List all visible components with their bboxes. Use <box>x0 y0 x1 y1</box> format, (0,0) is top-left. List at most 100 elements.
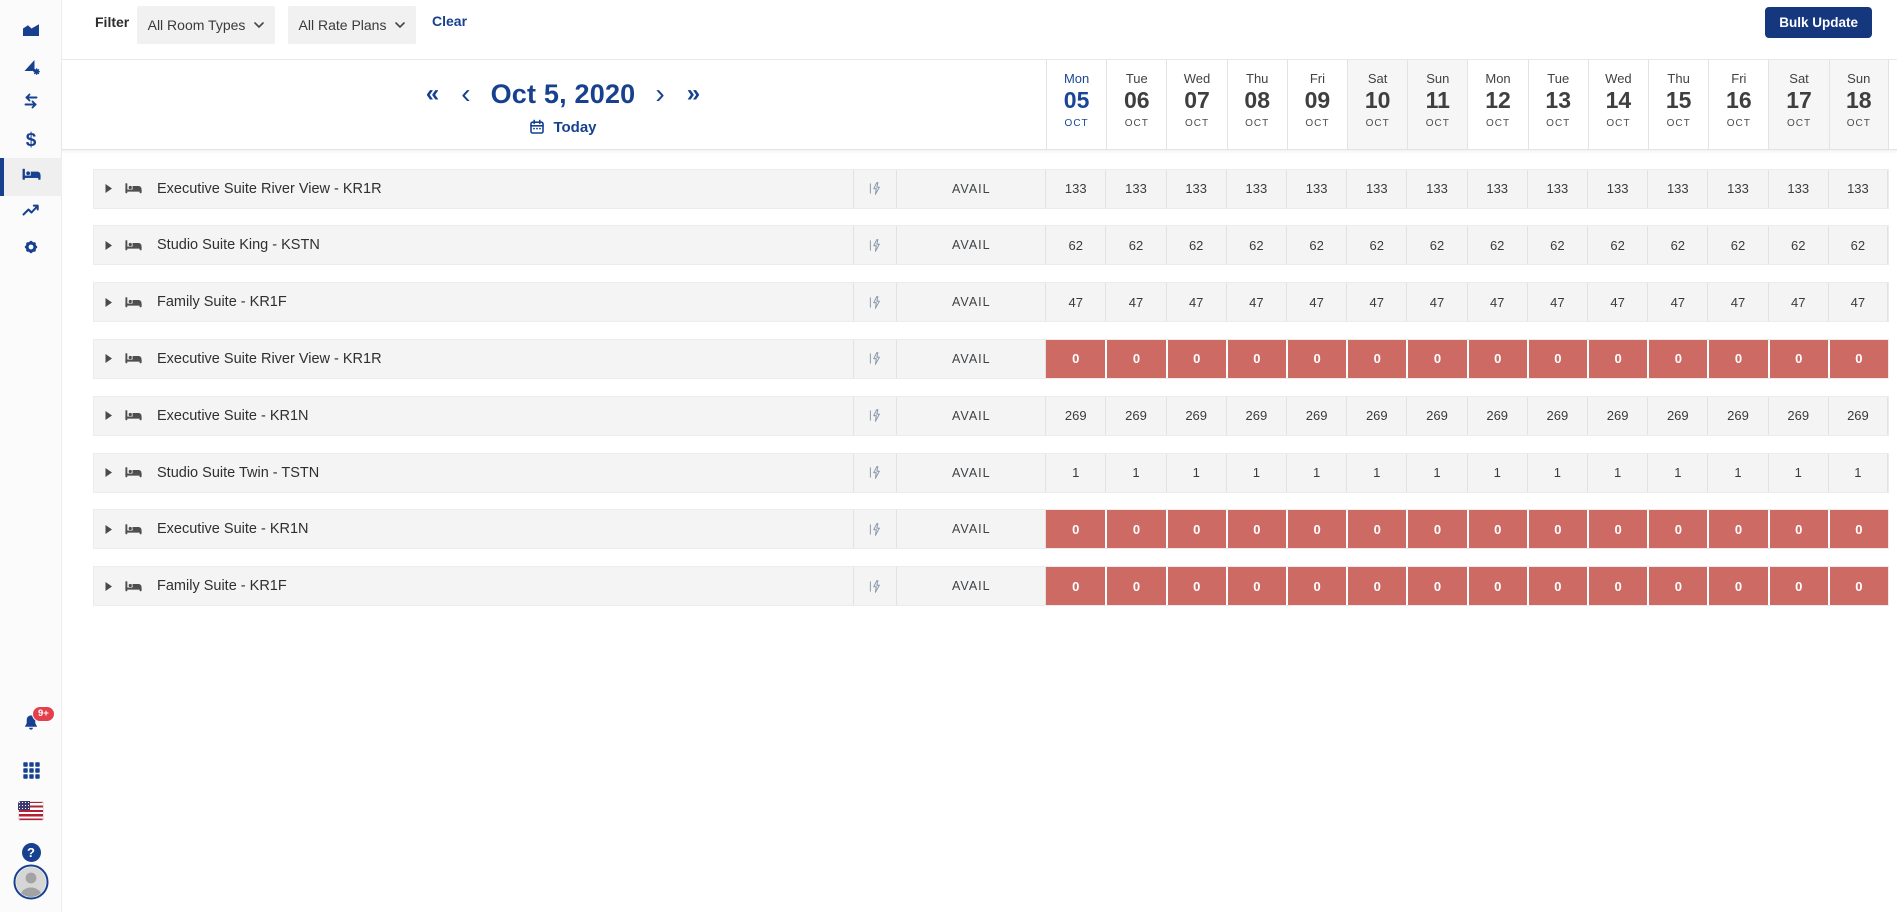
availability-cell[interactable]: 1 <box>1707 453 1767 492</box>
availability-cell[interactable]: 269 <box>1165 396 1226 435</box>
day-column[interactable]: Sun 11 OCT <box>1407 60 1468 149</box>
availability-cell[interactable]: 269 <box>1647 396 1707 435</box>
availability-cell[interactable]: 0 <box>1045 567 1106 606</box>
day-column[interactable]: Mon 12 OCT <box>1467 60 1527 149</box>
availability-cell[interactable]: 0 <box>1466 510 1527 549</box>
availability-cell[interactable]: 269 <box>1225 396 1286 435</box>
availability-cell[interactable]: 1 <box>1225 453 1286 492</box>
room-name-cell[interactable]: Executive Suite - KR1N <box>94 510 853 548</box>
availability-cell[interactable]: 0 <box>1647 567 1708 606</box>
availability-cell[interactable]: 0 <box>1285 339 1347 378</box>
availability-cell[interactable]: 47 <box>1406 283 1466 322</box>
day-column[interactable]: Fri 09 OCT <box>1286 60 1347 149</box>
availability-cell[interactable]: 47 <box>1526 283 1587 322</box>
flash-action-cell[interactable] <box>852 396 897 435</box>
availability-cell[interactable]: 1 <box>1526 453 1587 492</box>
sidebar-item-language[interactable] <box>0 792 62 830</box>
flash-action-cell[interactable] <box>852 226 897 265</box>
sidebar-item-notifications[interactable]: 9+ <box>0 705 62 743</box>
availability-cell[interactable]: 62 <box>1346 226 1406 265</box>
availability-cell[interactable]: 0 <box>1526 339 1587 378</box>
availability-cell[interactable]: 269 <box>1707 396 1767 435</box>
availability-cell[interactable]: 0 <box>1526 567 1587 606</box>
availability-cell[interactable]: 1 <box>1285 453 1346 492</box>
availability-cell[interactable]: 47 <box>1285 283 1346 322</box>
expand-caret-icon[interactable] <box>104 410 113 421</box>
day-column[interactable]: Wed 14 OCT <box>1587 60 1648 149</box>
sidebar-item-rate-tools[interactable] <box>0 50 62 88</box>
availability-cell[interactable]: 47 <box>1707 283 1767 322</box>
availability-cell[interactable]: 0 <box>1767 510 1828 549</box>
availability-cell[interactable]: 0 <box>1346 567 1407 606</box>
availability-cell[interactable]: 0 <box>1587 567 1648 606</box>
availability-cell[interactable]: 0 <box>1827 510 1889 549</box>
availability-cell[interactable]: 133 <box>1707 169 1767 208</box>
availability-cell[interactable]: 133 <box>1045 169 1105 208</box>
availability-cell[interactable]: 0 <box>1466 567 1527 606</box>
availability-cell[interactable]: 133 <box>1647 169 1707 208</box>
availability-cell[interactable]: 62 <box>1406 226 1466 265</box>
room-name-cell[interactable]: Studio Suite King - KSTN <box>94 226 853 264</box>
expand-caret-icon[interactable] <box>104 183 113 194</box>
availability-cell[interactable]: 47 <box>1105 283 1165 322</box>
availability-cell[interactable]: 0 <box>1526 510 1587 549</box>
availability-cell[interactable]: 133 <box>1165 169 1226 208</box>
flash-action-cell[interactable] <box>852 169 897 208</box>
availability-cell[interactable]: 47 <box>1165 283 1226 322</box>
availability-cell[interactable]: 62 <box>1827 226 1889 265</box>
availability-cell[interactable]: 0 <box>1165 339 1226 378</box>
availability-cell[interactable]: 0 <box>1225 339 1286 378</box>
sidebar-item-transfers[interactable] <box>0 84 62 122</box>
sidebar-item-profile[interactable] <box>0 864 62 904</box>
availability-cell[interactable]: 269 <box>1767 396 1828 435</box>
availability-cell[interactable]: 133 <box>1466 169 1527 208</box>
availability-cell[interactable]: 133 <box>1587 169 1647 208</box>
expand-caret-icon[interactable] <box>104 297 113 308</box>
sidebar-item-apps[interactable] <box>0 754 62 792</box>
availability-cell[interactable]: 0 <box>1707 567 1768 606</box>
room-types-dropdown[interactable]: All Room Types <box>137 6 275 44</box>
availability-cell[interactable]: 62 <box>1526 226 1587 265</box>
availability-cell[interactable]: 47 <box>1346 283 1406 322</box>
availability-cell[interactable]: 269 <box>1285 396 1346 435</box>
day-column[interactable]: Tue 06 OCT <box>1106 60 1166 149</box>
rate-plans-dropdown[interactable]: All Rate Plans <box>288 6 416 44</box>
availability-cell[interactable]: 0 <box>1587 339 1648 378</box>
day-column[interactable]: Tue 13 OCT <box>1527 60 1588 149</box>
availability-cell[interactable]: 0 <box>1647 339 1708 378</box>
availability-cell[interactable]: 1 <box>1165 453 1226 492</box>
prev-day-button[interactable]: ‹ <box>461 78 471 109</box>
availability-cell[interactable]: 133 <box>1406 169 1466 208</box>
bulk-update-button[interactable]: Bulk Update <box>1765 7 1872 38</box>
availability-cell[interactable]: 62 <box>1767 226 1828 265</box>
availability-cell[interactable]: 62 <box>1647 226 1707 265</box>
flash-action-cell[interactable] <box>852 339 897 378</box>
availability-cell[interactable]: 0 <box>1647 510 1708 549</box>
day-column[interactable]: Fri 16 OCT <box>1708 60 1768 149</box>
sidebar-item-analytics[interactable] <box>0 193 62 231</box>
availability-cell[interactable]: 269 <box>1346 396 1406 435</box>
expand-caret-icon[interactable] <box>104 240 113 251</box>
availability-cell[interactable]: 133 <box>1526 169 1587 208</box>
availability-cell[interactable]: 1 <box>1045 453 1105 492</box>
availability-cell[interactable]: 1 <box>1346 453 1406 492</box>
availability-cell[interactable]: 269 <box>1466 396 1527 435</box>
availability-cell[interactable]: 47 <box>1466 283 1527 322</box>
room-name-cell[interactable]: Studio Suite Twin - TSTN <box>94 454 853 492</box>
availability-cell[interactable]: 0 <box>1707 339 1768 378</box>
availability-cell[interactable]: 1 <box>1466 453 1527 492</box>
expand-caret-icon[interactable] <box>104 581 113 592</box>
next-period-button[interactable]: » <box>686 80 701 107</box>
availability-cell[interactable]: 0 <box>1767 339 1828 378</box>
room-name-cell[interactable]: Family Suite - KR1F <box>94 567 853 605</box>
flash-action-cell[interactable] <box>852 453 897 492</box>
room-name-cell[interactable]: Executive Suite River View - KR1R <box>94 340 853 378</box>
availability-cell[interactable]: 133 <box>1827 169 1889 208</box>
expand-caret-icon[interactable] <box>104 353 113 364</box>
availability-cell[interactable]: 0 <box>1587 510 1648 549</box>
day-column[interactable]: Thu 08 OCT <box>1226 60 1287 149</box>
availability-cell[interactable]: 133 <box>1346 169 1406 208</box>
availability-cell[interactable]: 0 <box>1285 510 1347 549</box>
availability-cell[interactable]: 0 <box>1105 510 1166 549</box>
availability-cell[interactable]: 47 <box>1767 283 1828 322</box>
